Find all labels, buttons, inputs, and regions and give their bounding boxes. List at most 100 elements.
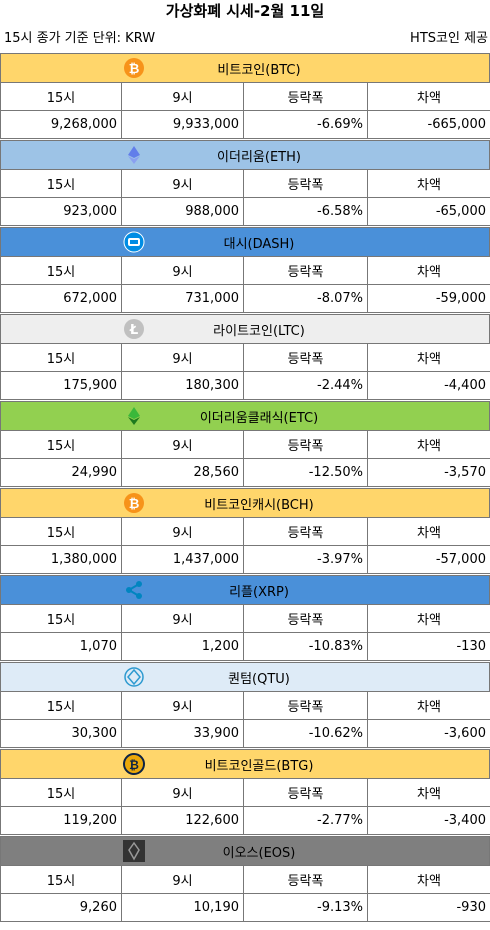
column-header: 15시	[0, 82, 122, 111]
column-header: 등락폭	[243, 82, 368, 111]
coin-block: 퀀텀(QTU) 15시 9시 등락폭 차액 30,300 33,900 -10.62% -3,6…	[0, 662, 490, 749]
column-header: 15시	[0, 691, 122, 720]
coin-header: 대시(DASH)	[0, 227, 490, 256]
column-header: 15시	[0, 604, 122, 633]
price-15h-cell: 24,990	[0, 458, 122, 487]
coin-name: 비트코인(BTC)	[217, 62, 301, 78]
ethereum-icon	[122, 144, 146, 166]
price-15h-cell: 672,000	[0, 284, 122, 313]
price-9h-cell: 1,437,000	[121, 545, 244, 574]
svg-text:₿: ₿	[129, 497, 140, 512]
column-header: 15시	[0, 169, 122, 198]
change-rate-cell: -10.83%	[243, 632, 368, 661]
price-9h-cell: 33,900	[121, 719, 244, 748]
price-15h-cell: 1,380,000	[0, 545, 122, 574]
column-header: 차액	[367, 691, 490, 720]
column-header: 등락폭	[243, 169, 368, 198]
price-table: 15시 9시 등락폭 차액 9,268,000 9,933,000 -6.69% -665,0…	[0, 82, 490, 139]
ripple-icon	[122, 579, 146, 601]
coin-header: ₿ 비트코인골드(BTG)	[0, 749, 490, 778]
price-15h-cell: 175,900	[0, 371, 122, 400]
coin-header: 리플(XRP)	[0, 575, 490, 604]
column-header: 차액	[367, 169, 490, 198]
change-rate-cell: -2.77%	[243, 806, 368, 835]
difference-cell: -3,600	[367, 719, 490, 748]
column-header: 9시	[121, 604, 244, 633]
coin-header: ₿ 비트코인캐시(BCH)	[0, 488, 490, 517]
difference-cell: -59,000	[367, 284, 490, 313]
price-15h-cell: 9,268,000	[0, 110, 122, 139]
header-row: 15시 9시 등락폭 차액	[0, 604, 490, 633]
value-row: 24,990 28,560 -12.50% -3,570	[0, 458, 490, 487]
column-header: 9시	[121, 169, 244, 198]
difference-cell: -130	[367, 632, 490, 661]
svg-text:₿: ₿	[129, 62, 140, 77]
change-rate-cell: -8.07%	[243, 284, 368, 313]
column-header: 15시	[0, 517, 122, 546]
price-table: 15시 9시 등락폭 차액 30,300 33,900 -10.62% -3,600	[0, 691, 490, 748]
value-row: 30,300 33,900 -10.62% -3,600	[0, 719, 490, 748]
column-header: 등락폭	[243, 691, 368, 720]
coin-header: 이더리움(ETH)	[0, 140, 490, 169]
price-15h-cell: 119,200	[0, 806, 122, 835]
bitcoin-cash-icon: ₿	[122, 492, 146, 514]
coin-header: ₿ 비트코인(BTC)	[0, 53, 490, 82]
column-header: 15시	[0, 778, 122, 807]
column-header: 15시	[0, 865, 122, 894]
column-header: 등락폭	[243, 517, 368, 546]
coin-header: 퀀텀(QTU)	[0, 662, 490, 691]
bitcoin-gold-icon: ₿	[122, 753, 146, 775]
coin-name: 비트코인골드(BTG)	[204, 758, 314, 774]
column-header: 차액	[367, 430, 490, 459]
price-table: 15시 9시 등락폭 차액 24,990 28,560 -12.50% -3,570	[0, 430, 490, 487]
column-header: 9시	[121, 343, 244, 372]
column-header: 15시	[0, 343, 122, 372]
price-table: 15시 9시 등락폭 차액 119,200 122,600 -2.77% -3,400	[0, 778, 490, 835]
coin-name: 비트코인캐시(BCH)	[204, 497, 314, 513]
coin-block: ₿ 비트코인(BTC) 15시 9시 등락폭 차액 9,268,000 9,933,000 -6…	[0, 53, 490, 140]
price-9h-cell: 180,300	[121, 371, 244, 400]
change-rate-cell: -6.69%	[243, 110, 368, 139]
change-rate-cell: -10.62%	[243, 719, 368, 748]
change-rate-cell: -3.97%	[243, 545, 368, 574]
coin-block: 이더리움클래식(ETC) 15시 9시 등락폭 차액 24,990 28,560 -12.50…	[0, 401, 490, 488]
value-row: 923,000 988,000 -6.58% -65,000	[0, 197, 490, 226]
column-header: 차액	[367, 82, 490, 111]
price-table: 15시 9시 등락폭 차액 672,000 731,000 -8.07% -59,000	[0, 256, 490, 313]
coin-block: 이오스(EOS) 15시 9시 등락폭 차액 9,260 10,190 -9.13% -930	[0, 836, 490, 923]
coin-block: Ł 라이트코인(LTC) 15시 9시 등락폭 차액 175,900 180,300 -2.44…	[0, 314, 490, 401]
coin-name: 라이트코인(LTC)	[213, 323, 305, 339]
header-row: 15시 9시 등락폭 차액	[0, 430, 490, 459]
header-row: 15시 9시 등락폭 차액	[0, 778, 490, 807]
svg-text:Ł: Ł	[129, 323, 138, 338]
column-header: 차액	[367, 256, 490, 285]
change-rate-cell: -12.50%	[243, 458, 368, 487]
column-header: 등락폭	[243, 430, 368, 459]
bitcoin-icon: ₿	[122, 57, 146, 79]
eos-icon	[122, 840, 146, 862]
difference-cell: -57,000	[367, 545, 490, 574]
qtum-icon	[122, 666, 146, 688]
header-row: 15시 9시 등락폭 차액	[0, 82, 490, 111]
column-header: 차액	[367, 343, 490, 372]
coin-header: 이오스(EOS)	[0, 836, 490, 865]
change-rate-cell: -9.13%	[243, 893, 368, 922]
coin-name: 이더리움클래식(ETC)	[199, 410, 319, 426]
price-15h-cell: 9,260	[0, 893, 122, 922]
column-header: 등락폭	[243, 865, 368, 894]
column-header: 등락폭	[243, 778, 368, 807]
info-row: 15시 종가 기준 단위: KRW HTS코인 제공	[0, 28, 490, 50]
column-header: 등락폭	[243, 343, 368, 372]
coin-name: 이더리움(ETH)	[217, 149, 301, 165]
difference-cell: -930	[367, 893, 490, 922]
column-header: 등락폭	[243, 604, 368, 633]
value-row: 9,268,000 9,933,000 -6.69% -665,000	[0, 110, 490, 139]
price-9h-cell: 122,600	[121, 806, 244, 835]
column-header: 차액	[367, 604, 490, 633]
price-9h-cell: 988,000	[121, 197, 244, 226]
column-header: 등락폭	[243, 256, 368, 285]
change-rate-cell: -6.58%	[243, 197, 368, 226]
column-header: 9시	[121, 778, 244, 807]
coin-block: 대시(DASH) 15시 9시 등락폭 차액 672,000 731,000 -8.07% -5…	[0, 227, 490, 314]
column-header: 차액	[367, 865, 490, 894]
